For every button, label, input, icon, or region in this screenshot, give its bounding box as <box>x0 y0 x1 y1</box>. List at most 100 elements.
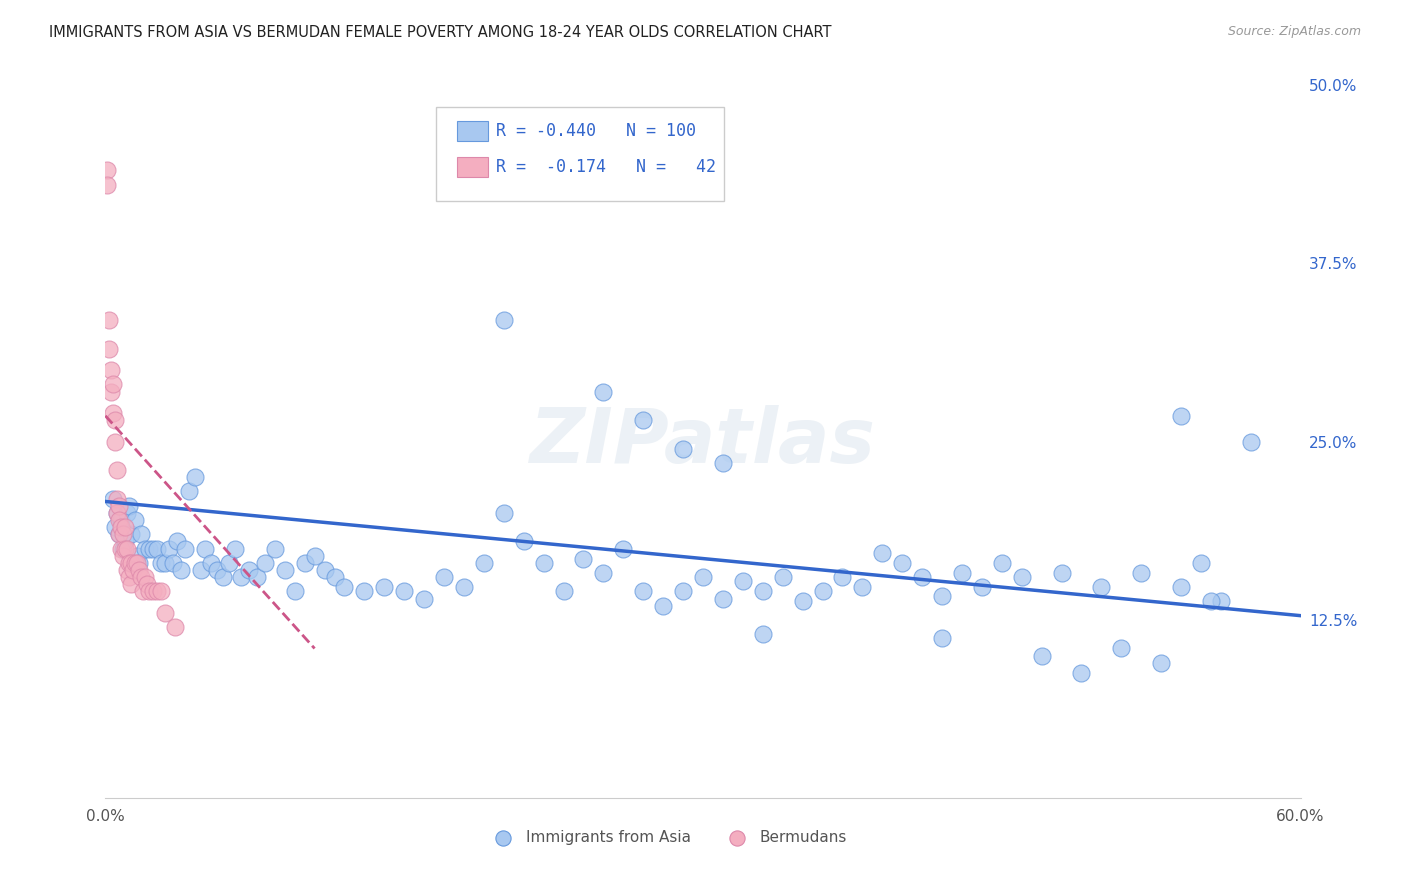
Point <box>108 527 131 541</box>
Point <box>872 546 894 560</box>
Point <box>128 556 150 570</box>
Point <box>911 570 934 584</box>
Point <box>229 570 252 584</box>
Point <box>304 549 326 563</box>
Point <box>253 556 276 570</box>
Point <box>103 491 125 506</box>
Point <box>533 556 555 570</box>
Point <box>114 541 136 556</box>
Point <box>612 541 634 556</box>
Point <box>194 541 217 556</box>
Point <box>333 580 356 594</box>
Point <box>150 556 173 570</box>
Point <box>433 570 456 584</box>
Text: IMMIGRANTS FROM ASIA VS BERMUDAN FEMALE POVERTY AMONG 18-24 YEAR OLDS CORRELATIO: IMMIGRANTS FROM ASIA VS BERMUDAN FEMALE … <box>49 25 832 40</box>
Point <box>174 541 197 556</box>
Point <box>731 574 754 589</box>
Point <box>157 541 180 556</box>
Point <box>633 413 655 427</box>
Point <box>107 506 129 520</box>
Point <box>108 499 131 513</box>
Point <box>129 527 153 541</box>
Point <box>138 541 160 556</box>
Point <box>107 506 129 520</box>
Point <box>323 570 346 584</box>
Point <box>672 442 695 456</box>
Point <box>114 534 136 549</box>
Point <box>112 541 135 556</box>
Point <box>104 434 127 449</box>
Point <box>120 556 142 570</box>
Point <box>711 456 734 470</box>
Point <box>117 541 139 556</box>
Point <box>153 606 177 620</box>
Point <box>132 584 155 599</box>
Point <box>572 551 595 566</box>
Point <box>104 520 127 534</box>
Point <box>96 163 118 178</box>
Point <box>224 541 246 556</box>
Point <box>98 342 121 356</box>
Legend: Immigrants from Asia, Bermudans: Immigrants from Asia, Bermudans <box>481 824 853 851</box>
Point <box>373 580 395 594</box>
Point <box>831 570 853 584</box>
Point <box>103 377 125 392</box>
Point <box>110 541 132 556</box>
Point <box>672 584 695 599</box>
Point <box>1170 409 1192 423</box>
Point <box>751 584 773 599</box>
Point <box>108 513 131 527</box>
Point <box>1031 648 1053 663</box>
Point <box>146 584 169 599</box>
Point <box>392 584 416 599</box>
Point <box>218 556 240 570</box>
Point <box>284 584 307 599</box>
Point <box>513 534 536 549</box>
Point <box>792 594 814 608</box>
Point <box>1011 570 1033 584</box>
Point <box>353 584 375 599</box>
Point <box>162 556 184 570</box>
Point <box>633 584 655 599</box>
Point <box>118 499 141 513</box>
Point <box>108 527 131 541</box>
Point <box>212 570 235 584</box>
Point <box>238 563 260 577</box>
Point <box>124 556 146 570</box>
Point <box>107 463 129 477</box>
Point <box>592 384 614 399</box>
Point <box>1209 594 1232 608</box>
Point <box>751 627 773 641</box>
Point <box>472 556 495 570</box>
Point <box>127 549 149 563</box>
Point <box>146 541 169 556</box>
Point <box>124 513 146 527</box>
Point <box>1050 566 1073 580</box>
Point <box>128 563 150 577</box>
Point <box>692 570 714 584</box>
Point <box>1240 434 1263 449</box>
Point <box>273 563 295 577</box>
Point <box>246 570 269 584</box>
Point <box>165 620 187 634</box>
Point <box>652 599 675 613</box>
Point <box>453 580 475 594</box>
Point <box>1199 594 1222 608</box>
Point <box>114 520 136 534</box>
Point <box>413 591 436 606</box>
Point <box>100 363 122 377</box>
Point <box>177 484 201 499</box>
Point <box>170 563 193 577</box>
Point <box>138 584 160 599</box>
Point <box>492 313 515 327</box>
Point <box>96 178 118 192</box>
Point <box>104 413 127 427</box>
Point <box>811 584 834 599</box>
Point <box>134 541 156 556</box>
Point <box>100 384 122 399</box>
Point <box>153 556 177 570</box>
Point <box>1130 566 1153 580</box>
Point <box>931 589 953 603</box>
Point <box>134 570 156 584</box>
Point <box>891 556 914 570</box>
